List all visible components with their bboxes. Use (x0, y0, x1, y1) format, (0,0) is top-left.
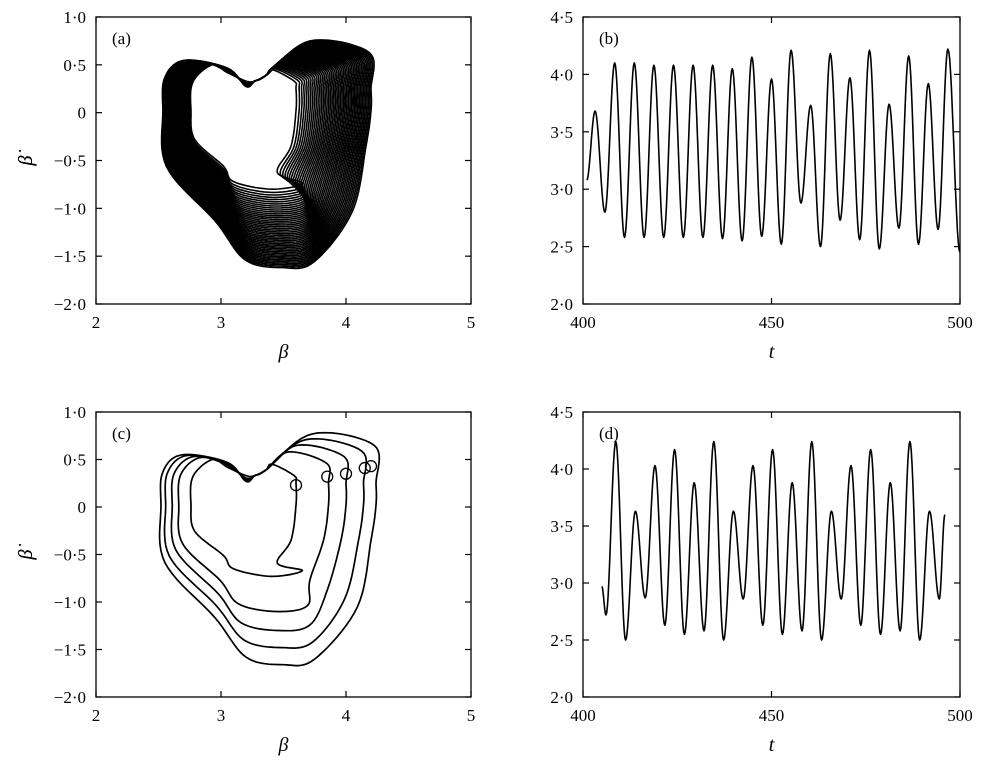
y-tick-label: −1·0 (54, 199, 86, 218)
x-axis-label: β (278, 341, 289, 363)
y-tick-label: −1·5 (54, 641, 86, 660)
y-tick-label: 4·0 (550, 460, 573, 479)
y-tick-label: 2·5 (550, 631, 573, 650)
y-tick-label: 1·0 (63, 8, 86, 27)
periodic-orbit (163, 437, 368, 649)
y-tick-label: 0 (78, 104, 87, 123)
y-tick-label: 0·5 (63, 451, 86, 470)
y-tick-label: −2·0 (54, 688, 86, 707)
y-tick-label: −0·5 (54, 546, 86, 565)
plot-area (586, 48, 960, 253)
periodic-orbit (170, 444, 350, 632)
poincare-marker (289, 478, 303, 492)
periodic-orbit (177, 450, 331, 613)
panel-label: (b) (599, 29, 619, 48)
x-axis-label: β (278, 734, 289, 756)
y-tick-label: 2·0 (550, 295, 573, 314)
panel-label: (d) (599, 424, 619, 443)
y-tick-label: 3·0 (550, 180, 573, 199)
panel-c: 2 3 4 51·00·50−0·5−1·0−1·5−2·0ββ̇(c) (15, 403, 475, 756)
poincare-marker (339, 467, 353, 480)
y-tick-label: 3·5 (550, 123, 573, 142)
y-tick-label: −1·0 (54, 593, 86, 612)
y-tick-label: 1·0 (63, 403, 86, 422)
time-series-line (586, 48, 960, 253)
periodic-orbit (189, 458, 304, 578)
y-tick-label: 2·5 (550, 238, 573, 257)
y-tick-label: 0·5 (63, 56, 86, 75)
poincare-marker (321, 470, 334, 483)
plot-area (158, 431, 381, 667)
panel-label: (a) (112, 29, 131, 48)
plot-area (160, 39, 375, 270)
y-tick-label: −1·5 (54, 247, 86, 266)
attractor-orbit (160, 39, 375, 270)
y-tick-label: 3·0 (550, 574, 573, 593)
x-tick-label: 5 (467, 313, 476, 332)
plot-area (601, 440, 946, 641)
y-tick-label: 4·0 (550, 65, 573, 84)
x-tick-label: 5 (467, 706, 476, 725)
x-tick-label: 400 (570, 313, 596, 332)
y-tick-label: −0·5 (54, 152, 86, 171)
plot-frame (95, 411, 472, 698)
x-tick-label: 4 (342, 313, 351, 332)
y-tick-label: 3·5 (550, 517, 573, 536)
panel-a: 2 3 4 51·00·50−0·5−1·0−1·5−2·0ββ̇(a) (15, 8, 475, 363)
y-tick-label: 4·5 (550, 403, 573, 422)
x-tick-label: 4 (342, 706, 351, 725)
x-tick-label: 450 (759, 706, 785, 725)
x-tick-label: 2 (92, 313, 101, 332)
x-tick-label: 2 (92, 706, 101, 725)
x-axis-label: t (769, 734, 775, 756)
x-axis-label: t (769, 341, 775, 363)
y-axis-label: β (15, 155, 37, 166)
panel-label: (c) (112, 424, 131, 443)
y-axis-label: β (15, 549, 37, 560)
poincare-marker (364, 459, 378, 473)
x-tick-label: 400 (570, 706, 596, 725)
periodic-orbit (158, 431, 381, 667)
y-tick-label: 4·5 (550, 8, 573, 27)
x-tick-label: 3 (217, 313, 226, 332)
x-tick-label: 500 (947, 313, 973, 332)
x-tick-label: 500 (947, 706, 973, 725)
x-tick-label: 3 (217, 706, 226, 725)
y-tick-label: 2·0 (550, 688, 573, 707)
time-series-line (601, 440, 946, 641)
x-tick-label: 450 (759, 313, 785, 332)
y-tick-label: 0 (78, 498, 87, 517)
poincare-marker (358, 461, 371, 475)
y-tick-label: −2·0 (54, 295, 86, 314)
